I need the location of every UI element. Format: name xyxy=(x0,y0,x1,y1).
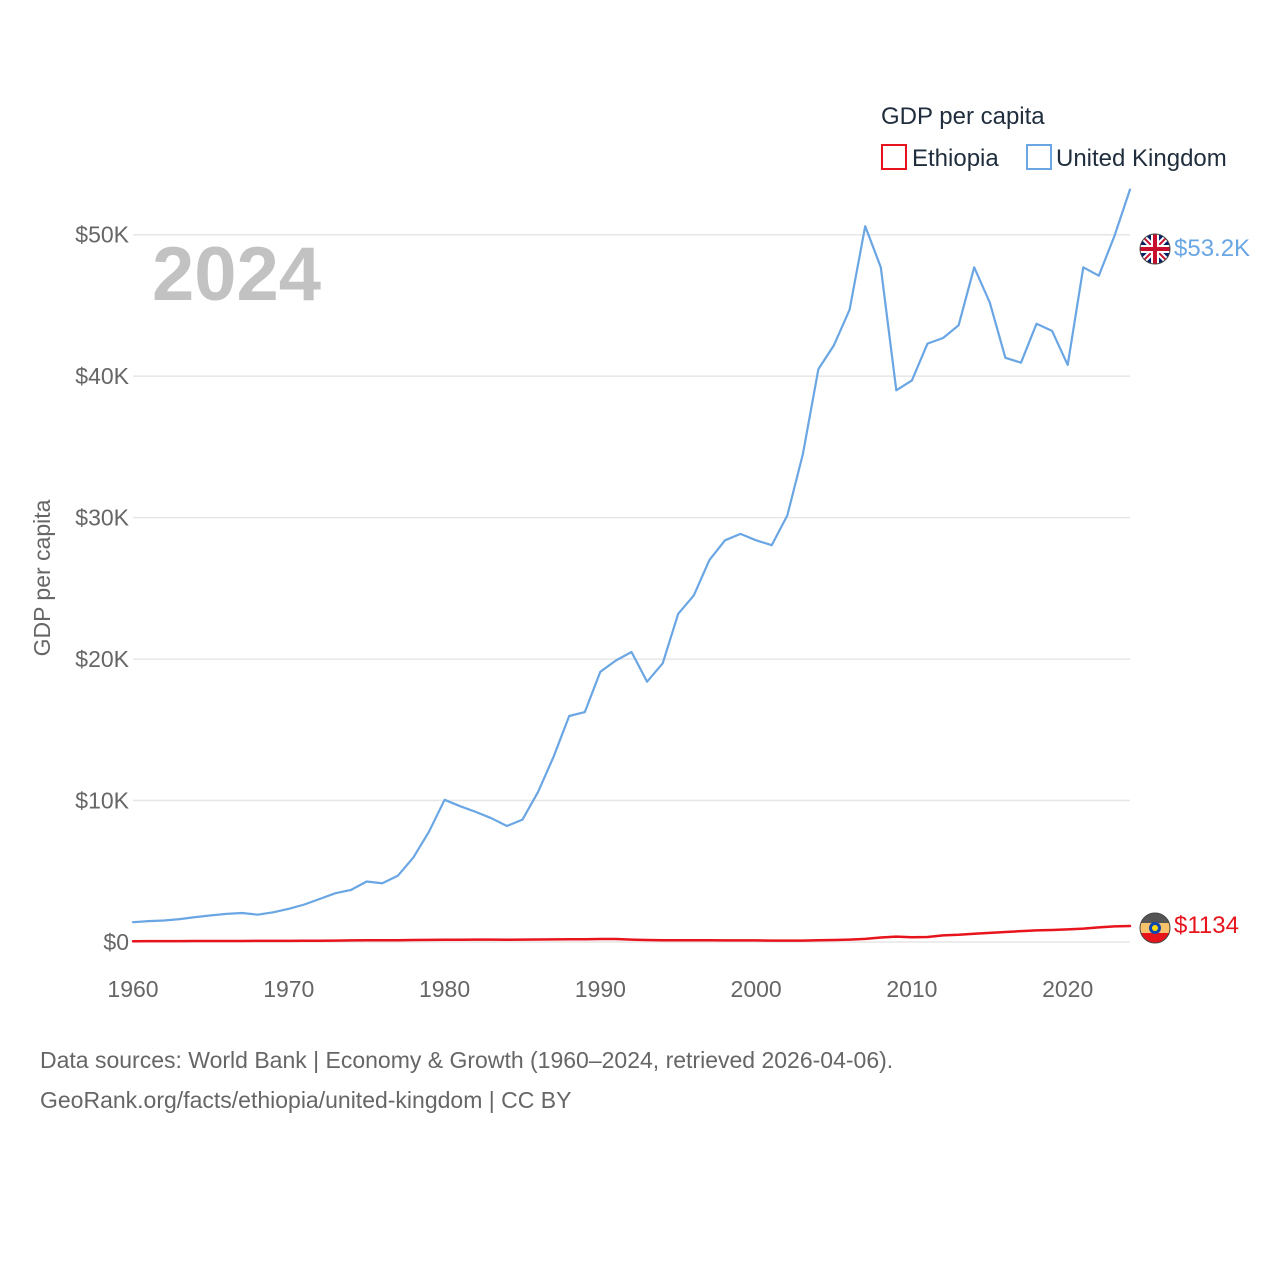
footer: Data sources: World Bank | Economy & Gro… xyxy=(40,1040,1240,1120)
x-tick-label: 2010 xyxy=(886,976,937,1002)
footer-attribution: GeoRank.org/facts/ethiopia/united-kingdo… xyxy=(40,1087,572,1113)
y-axis-ticks: $0 $10K $20K $30K $40K $50K xyxy=(75,222,129,955)
y-tick-label: $30K xyxy=(75,505,129,531)
x-tick-label: 2020 xyxy=(1042,976,1093,1002)
legend-swatch-united-kingdom xyxy=(1026,144,1052,170)
gridlines xyxy=(133,233,1130,943)
series-line-united-kingdom[interactable] xyxy=(131,188,1132,924)
y-axis-title: GDP per capita xyxy=(29,499,55,656)
legend-title: GDP per capita xyxy=(881,103,1045,130)
x-tick-label: 1970 xyxy=(263,976,314,1002)
uk-end-value: $53.2K xyxy=(1174,235,1250,262)
ethiopia-end-value: $1134 xyxy=(1174,912,1239,939)
x-axis-ticks: 1960 1970 1980 1990 2000 2010 2020 xyxy=(107,976,1093,1002)
footer-sources: Data sources: World Bank | Economy & Gro… xyxy=(40,1047,894,1073)
legend-swatch-ethiopia xyxy=(881,144,907,170)
series-line-ethiopia[interactable] xyxy=(131,924,1132,943)
year-label: 2024 xyxy=(152,232,321,317)
x-tick-label: 1960 xyxy=(107,976,158,1002)
series-lines xyxy=(131,188,1132,943)
legend-item-ethiopia[interactable]: Ethiopia xyxy=(881,144,999,172)
y-tick-label: $50K xyxy=(75,222,129,248)
y-tick-label: $20K xyxy=(75,646,129,672)
uk-flag-icon xyxy=(1139,233,1171,265)
x-tick-label: 2000 xyxy=(731,976,782,1002)
legend: GDP per capita Ethiopia United Kingdom xyxy=(881,103,1227,172)
y-tick-label: $40K xyxy=(75,363,129,389)
y-tick-label: $10K xyxy=(75,788,129,814)
gdp-line-chart: $0 $10K $20K $30K $40K $50K 1960 1970 1980 1990 2… xyxy=(29,103,1250,1002)
x-tick-label: 1990 xyxy=(575,976,626,1002)
ethiopia-flag-icon xyxy=(1139,912,1171,944)
y-tick-label: $0 xyxy=(103,929,129,955)
x-tick-label: 1980 xyxy=(419,976,470,1002)
legend-item-united-kingdom[interactable]: United Kingdom xyxy=(1026,144,1227,172)
legend-label-united-kingdom: United Kingdom xyxy=(1056,145,1227,172)
legend-label-ethiopia: Ethiopia xyxy=(912,145,999,172)
